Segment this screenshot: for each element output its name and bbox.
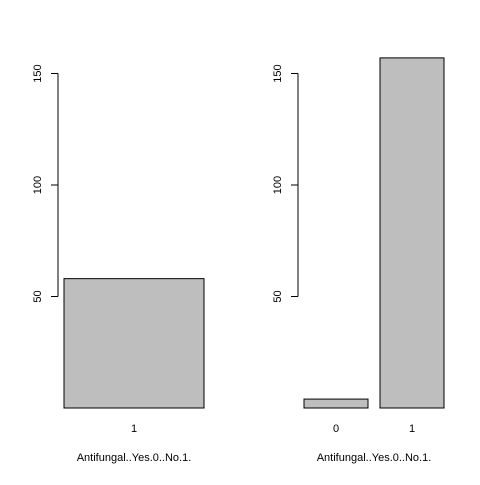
right-x-axis-label: Antifungal..Yes.0..No.1. xyxy=(317,452,432,464)
right-bar-0 xyxy=(303,398,369,409)
left-bar-group xyxy=(63,278,205,409)
right-bar-1 xyxy=(379,57,445,409)
right-y-tick-label-150: 150 xyxy=(272,64,284,82)
left-y-axis: 50 100 150 xyxy=(32,64,59,303)
right-bar-group xyxy=(303,57,445,409)
left-y-tick-label-150: 150 xyxy=(32,64,44,82)
left-x-tick-label-1: 1 xyxy=(131,423,137,435)
right-x-tick-label-1: 1 xyxy=(409,423,415,435)
left-x-tick-labels: 1 xyxy=(131,423,137,435)
right-x-tick-label-0: 0 xyxy=(333,423,339,435)
right-y-axis: 50 100 150 xyxy=(272,64,299,303)
left-bar-1 xyxy=(63,278,205,409)
right-y-tick-label-100: 100 xyxy=(272,176,284,194)
left-y-tick-label-50: 50 xyxy=(32,290,44,302)
left-x-axis-label: Antifungal..Yes.0..No.1. xyxy=(77,452,192,464)
left-bar-panel: 50 100 150 1 Antifungal..Yes.0..No.1. xyxy=(32,64,205,464)
right-y-tick-label-50: 50 xyxy=(272,290,284,302)
left-y-tick-label-100: 100 xyxy=(32,176,44,194)
